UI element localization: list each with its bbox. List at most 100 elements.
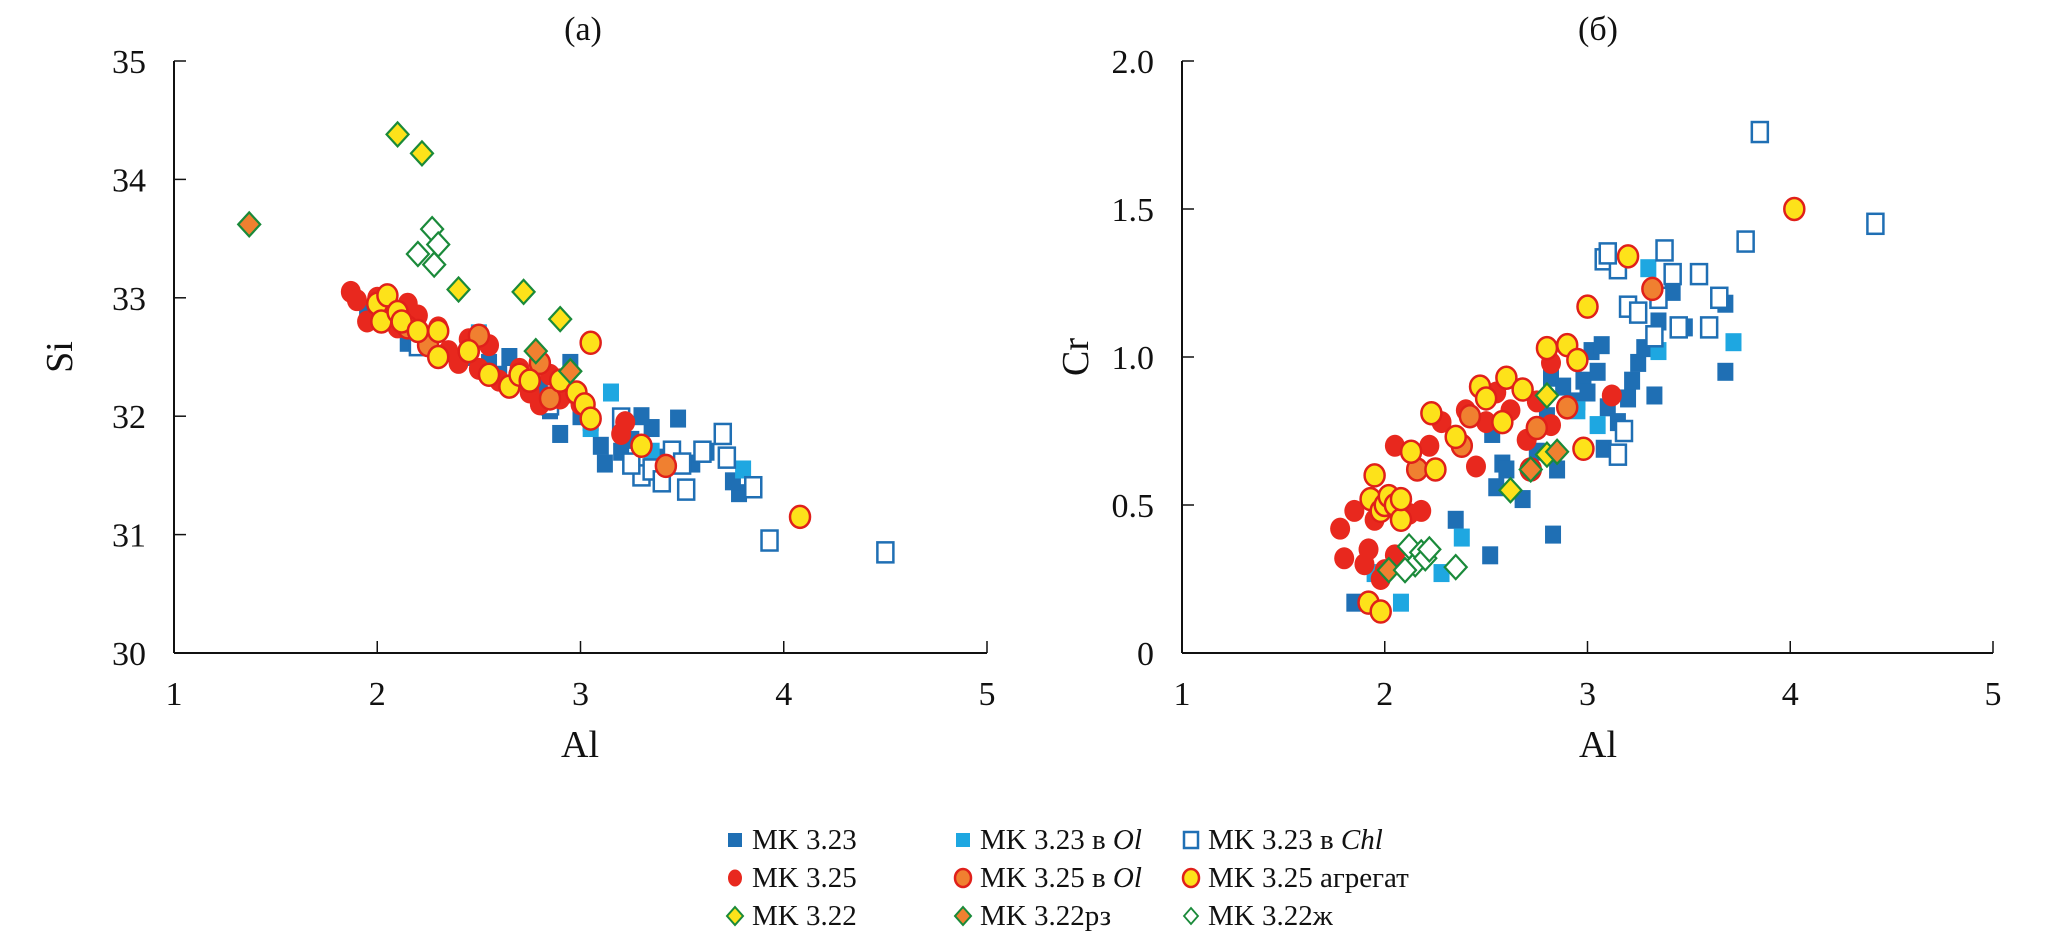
data-point-mk325agg xyxy=(1444,424,1467,450)
data-point-mk323 xyxy=(592,436,609,455)
data-point-mk325agg xyxy=(376,283,399,308)
data-point-mk322zh xyxy=(1443,553,1469,581)
data-point-mk323 xyxy=(1624,371,1641,390)
series-mk323chl xyxy=(1594,120,1885,466)
data-point-mk325 xyxy=(1358,538,1379,561)
data-point-mk325agg xyxy=(426,318,450,344)
legend-label: MK 3.25 в xyxy=(980,861,1113,894)
data-point-mk325agg xyxy=(1511,377,1534,402)
y-tick-label: 34 xyxy=(112,162,146,199)
series-mk322rz xyxy=(236,210,583,385)
data-point-mk323 xyxy=(552,424,569,443)
x-tick-label: 2 xyxy=(369,676,386,713)
data-point-mk323ol xyxy=(1453,528,1470,547)
data-point-mk322 xyxy=(1534,381,1560,410)
data-point-mk323 xyxy=(1664,282,1681,301)
legend-item-mk325: MK 3.25 xyxy=(724,860,857,896)
data-point-mk325agg xyxy=(1363,463,1386,488)
data-point-mk323chl xyxy=(760,529,779,552)
data-point-mk325ol xyxy=(538,386,562,411)
data-point-mk325ol xyxy=(1641,276,1664,302)
legend-item-mk322-zh: MK 3.22ж xyxy=(1180,898,1333,934)
y-tick-label: 0 xyxy=(1137,636,1154,673)
legend-item-mk323-ol: MK 3.23 в Ol xyxy=(952,822,1142,858)
legend-item-mk323: MK 3.23 xyxy=(724,822,857,858)
data-point-mk323 xyxy=(1593,336,1610,355)
data-point-mk323chl xyxy=(693,440,712,463)
data-point-mk322rz xyxy=(1518,455,1544,484)
y-tick-label: 31 xyxy=(112,518,146,555)
data-point-mk323chl xyxy=(1655,239,1674,262)
data-point-mk322zh xyxy=(421,251,447,279)
data-point-mk323 xyxy=(1555,377,1572,396)
circle-marker-icon xyxy=(953,867,973,889)
legend: MK 3.23 MK 3.23 в Ol MK 3.23 в Chl MK 3.… xyxy=(712,822,1472,937)
circle-marker-icon xyxy=(1181,867,1201,889)
legend-label: MK 3.22ж xyxy=(1208,899,1333,932)
data-point-mk323chl xyxy=(1645,325,1664,348)
data-point-mk323ol xyxy=(1640,259,1657,278)
open-diamond-marker-icon xyxy=(1182,906,1200,926)
data-point-mk323chl xyxy=(1710,286,1729,310)
data-point-mk325 xyxy=(1419,434,1440,457)
data-point-mk325agg xyxy=(1389,486,1413,512)
data-point-mk325agg xyxy=(1566,347,1589,373)
x-tick-label: 1 xyxy=(1174,676,1191,713)
data-point-mk323 xyxy=(596,454,613,473)
x-tick-label: 4 xyxy=(775,676,792,713)
y-tick-label: 0.5 xyxy=(1112,488,1155,525)
data-point-mk325 xyxy=(1465,455,1486,478)
data-point-mk323chl xyxy=(1663,262,1682,286)
data-point-mk323ol xyxy=(735,460,752,479)
data-point-mk323chl xyxy=(876,541,895,564)
y-tick-label: 33 xyxy=(112,281,146,318)
legend-label: MK 3.23 xyxy=(752,823,857,856)
data-point-mk325agg xyxy=(457,338,480,364)
data-point-mk322zh xyxy=(1416,535,1442,564)
legend-item-mk325-ol: MK 3.25 в Ol xyxy=(952,860,1142,896)
data-point-mk323chl xyxy=(1689,262,1709,286)
data-point-mk323chl xyxy=(717,446,737,469)
data-point-mk325agg xyxy=(1369,599,1392,624)
y-tick-label: 35 xyxy=(112,44,146,81)
data-point-mk323 xyxy=(1630,353,1647,372)
data-point-mk323chl xyxy=(1866,212,1885,236)
data-point-mk323 xyxy=(1579,383,1596,402)
y-tick-label: 30 xyxy=(112,636,146,673)
data-point-mk322rz xyxy=(557,357,583,385)
data-point-mk323chl xyxy=(1669,316,1688,339)
data-point-mk325agg xyxy=(1616,244,1640,269)
y-tick-label: 1.5 xyxy=(1112,192,1155,229)
data-point-mk322rz xyxy=(1376,556,1402,584)
panel-b: (б) Al Cr 1 2 3 4 5 0 0.5 1.0 1.5 2.0 xyxy=(1055,11,2002,766)
data-point-mk323ol xyxy=(1392,593,1409,612)
data-point-mk325ol xyxy=(1458,403,1482,429)
diamond-marker-icon xyxy=(953,905,973,927)
panel-b-xlabel: Al xyxy=(1579,724,1617,766)
data-point-mk325 xyxy=(346,289,367,312)
legend-item-mk323-chl: MK 3.23 в Chl xyxy=(1180,822,1383,858)
data-point-mk325agg xyxy=(1783,196,1806,222)
data-point-mk322zh xyxy=(405,240,431,268)
legend-item-mk322-rz: MK 3.22рз xyxy=(952,898,1111,934)
panel-a-marks xyxy=(236,120,895,564)
data-point-mk322rz xyxy=(523,337,549,365)
data-point-mk323ol xyxy=(1589,416,1606,435)
data-point-mk325 xyxy=(615,411,636,434)
data-point-mk323 xyxy=(1646,386,1663,405)
legend-label: MK 3.25 xyxy=(752,861,857,894)
series-mk322rz xyxy=(1376,438,1570,584)
data-point-mk325 xyxy=(1334,547,1355,570)
data-point-mk323chl xyxy=(1736,230,1755,253)
data-point-mk325agg xyxy=(1491,409,1514,435)
data-point-mk322 xyxy=(511,278,537,306)
series-mk325agg xyxy=(366,283,812,530)
data-point-mk322 xyxy=(446,275,472,304)
data-point-mk323 xyxy=(1482,546,1499,565)
data-point-mk322 xyxy=(385,120,411,149)
panel-a-ylabel: Si xyxy=(39,341,81,373)
data-point-mk325agg xyxy=(406,318,430,344)
panel-a-title: (a) xyxy=(564,11,602,48)
